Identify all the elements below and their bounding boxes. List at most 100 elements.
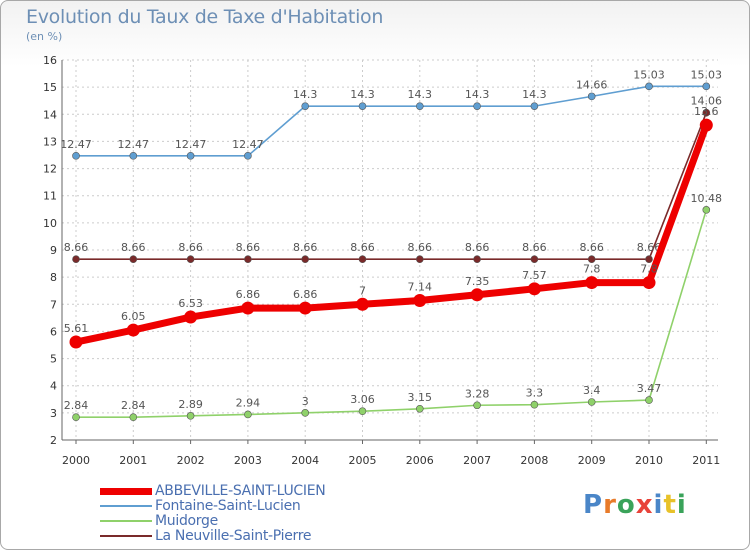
logo-letter: r <box>603 490 617 520</box>
x-tick-label: 2007 <box>463 454 491 467</box>
data-label-fontaine-saint-lucien: 12.47 <box>60 138 92 151</box>
data-label-la-neuville-saint-pierre: 8.66 <box>121 241 146 254</box>
series-line-muidorge <box>76 209 708 419</box>
data-point-fontaine-saint-lucien <box>301 102 310 110</box>
legend-label-fontaine: Fontaine-Saint-Lucien <box>155 498 301 514</box>
data-label-la-neuville-saint-pierre: 8.66 <box>350 241 375 254</box>
data-label-la-neuville-saint-pierre: 14.06 <box>691 95 723 108</box>
data-label-abbeville-saint-lucien: 6.53 <box>178 297 203 310</box>
x-tick-label: 2011 <box>692 454 720 467</box>
data-point-la-neuville-saint-pierre <box>301 255 310 264</box>
data-label-muidorge: 3.47 <box>637 382 662 395</box>
data-label-fontaine-saint-lucien: 14.3 <box>522 88 547 101</box>
legend-swatch-muidorge <box>100 520 152 522</box>
data-point-fontaine-saint-lucien <box>72 152 80 160</box>
y-tick-label: 5 <box>50 353 57 366</box>
data-label-abbeville-saint-lucien: 7.8 <box>583 263 601 276</box>
x-tick-label: 2005 <box>349 454 377 467</box>
data-point-muidorge <box>129 413 138 422</box>
logo-letter: P <box>583 490 604 520</box>
y-tick-label: 15 <box>43 81 57 94</box>
x-tick-label: 2002 <box>177 454 205 467</box>
legend-label-muidorge: Muidorge <box>155 513 218 529</box>
data-point-abbeville-saint-lucien <box>699 118 713 132</box>
data-point-fontaine-saint-lucien <box>645 82 653 91</box>
legend-label-abbeville: ABBEVILLE-SAINT-LUCIEN <box>155 483 326 499</box>
proxiti-logo: Proxiti <box>583 490 687 520</box>
data-point-la-neuville-saint-pierre <box>72 255 80 264</box>
data-point-fontaine-saint-lucien <box>244 152 252 160</box>
data-point-abbeville-saint-lucien <box>356 297 369 311</box>
data-label-muidorge: 3.06 <box>350 393 375 406</box>
data-point-fontaine-saint-lucien <box>702 82 711 91</box>
y-axis-unit-label: (en %) <box>26 30 63 43</box>
y-tick-label: 7 <box>50 298 57 311</box>
logo-letter: i <box>676 490 687 520</box>
data-label-muidorge: 3.28 <box>465 387 490 400</box>
data-point-abbeville-saint-lucien <box>585 276 599 290</box>
data-point-abbeville-saint-lucien <box>470 288 484 302</box>
legend-swatch-la-neuville <box>100 535 152 537</box>
data-point-muidorge <box>587 398 596 406</box>
data-point-fontaine-saint-lucien <box>587 92 596 101</box>
data-point-muidorge <box>301 409 310 417</box>
data-point-abbeville-saint-lucien <box>184 310 198 324</box>
data-point-fontaine-saint-lucien <box>473 102 481 110</box>
data-point-abbeville-saint-lucien <box>642 276 656 290</box>
x-tick-label: 2008 <box>520 454 548 467</box>
series-line-fontaine-saint-lucien <box>76 85 707 157</box>
data-label-muidorge: 3.15 <box>408 391 433 404</box>
data-label-abbeville-saint-lucien: 13.6 <box>694 105 719 118</box>
data-point-la-neuville-saint-pierre <box>530 255 539 264</box>
logo-letter: x <box>635 490 654 520</box>
data-label-abbeville-saint-lucien: 6.86 <box>236 288 261 301</box>
data-point-muidorge <box>473 401 481 410</box>
y-tick-label: 3 <box>50 407 57 420</box>
x-tick-label: 2003 <box>234 454 262 467</box>
data-label-la-neuville-saint-pierre: 8.66 <box>408 241 433 254</box>
legend: ABBEVILLE-SAINT-LUCIEN Fontaine-Saint-Lu… <box>100 483 400 544</box>
x-tick-label: 2001 <box>119 454 147 467</box>
data-point-muidorge <box>530 400 539 409</box>
data-point-la-neuville-saint-pierre <box>473 255 481 264</box>
data-point-la-neuville-saint-pierre <box>415 255 424 264</box>
data-label-fontaine-saint-lucien: 15.03 <box>691 68 723 81</box>
logo-letter: i <box>653 490 664 520</box>
data-label-fontaine-saint-lucien: 14.3 <box>465 88 490 101</box>
chart-title: Evolution du Taux de Taxe d'Habitation <box>26 6 384 28</box>
data-label-la-neuville-saint-pierre: 8.66 <box>522 241 547 254</box>
data-label-fontaine-saint-lucien: 14.3 <box>293 88 318 101</box>
legend-item-abbeville: ABBEVILLE-SAINT-LUCIEN <box>100 483 400 499</box>
y-tick-label: 16 <box>43 54 57 67</box>
data-point-abbeville-saint-lucien <box>298 301 312 315</box>
data-point-fontaine-saint-lucien <box>530 102 539 110</box>
y-tick-label: 9 <box>50 244 57 257</box>
data-label-muidorge: 2.89 <box>178 398 203 411</box>
series-line-la-neuville-saint-pierre <box>76 112 708 261</box>
data-label-muidorge: 10.48 <box>691 192 723 205</box>
legend-label-la-neuville: La Neuville-Saint-Pierre <box>155 528 312 544</box>
x-tick-label: 2004 <box>291 454 319 467</box>
data-label-abbeville-saint-lucien: 7.57 <box>522 269 547 282</box>
legend-item-muidorge: Muidorge <box>100 513 400 529</box>
data-point-abbeville-saint-lucien <box>527 282 541 296</box>
data-point-muidorge <box>702 206 711 214</box>
data-point-la-neuville-saint-pierre <box>358 255 367 264</box>
data-label-fontaine-saint-lucien: 14.3 <box>408 88 433 101</box>
data-point-muidorge <box>415 404 424 413</box>
data-label-abbeville-saint-lucien: 7.14 <box>408 280 433 293</box>
data-label-muidorge: 3 <box>302 395 309 408</box>
data-point-fontaine-saint-lucien <box>358 102 367 110</box>
x-tick-label: 2006 <box>406 454 434 467</box>
data-point-abbeville-saint-lucien <box>241 301 255 315</box>
data-label-la-neuville-saint-pierre: 8.66 <box>64 241 89 254</box>
y-tick-label: 10 <box>43 217 57 230</box>
data-label-muidorge: 2.94 <box>236 396 261 409</box>
data-point-muidorge <box>186 412 195 420</box>
data-label-abbeville-saint-lucien: 6.05 <box>121 310 146 323</box>
data-point-la-neuville-saint-pierre <box>129 255 138 264</box>
data-label-fontaine-saint-lucien: 14.66 <box>576 78 608 91</box>
data-point-abbeville-saint-lucien <box>413 293 427 307</box>
data-label-abbeville-saint-lucien: 6.86 <box>293 288 318 301</box>
